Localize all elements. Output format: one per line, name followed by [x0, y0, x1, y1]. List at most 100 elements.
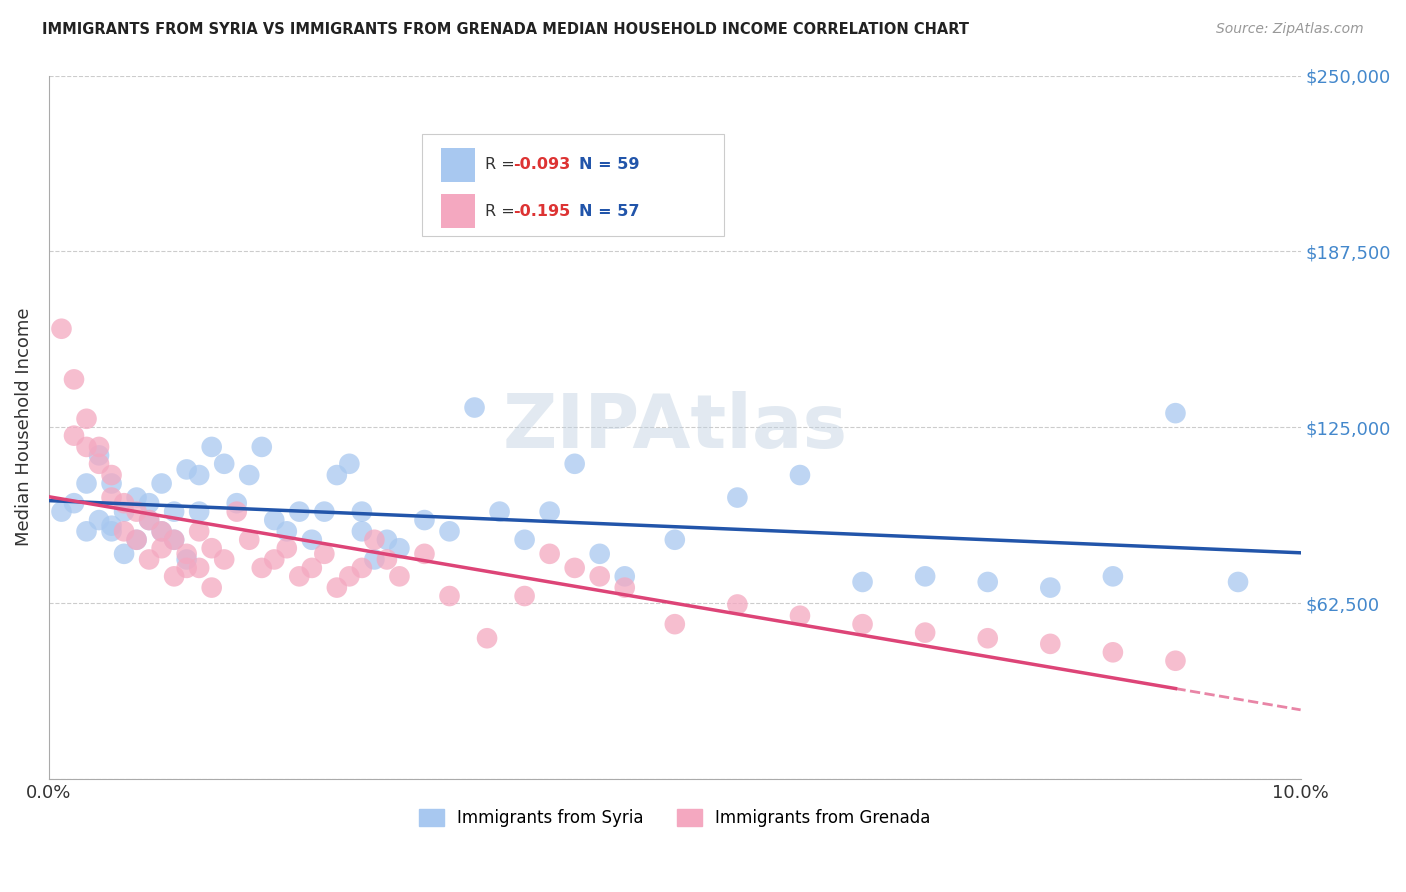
Point: [538, 505, 561, 519]
Point: [513, 589, 536, 603]
Point: [138, 496, 160, 510]
Point: [977, 574, 1000, 589]
Point: [163, 569, 186, 583]
Point: [87, 513, 110, 527]
Point: [413, 547, 436, 561]
Point: [125, 491, 148, 505]
Point: [337, 457, 360, 471]
Point: [112, 524, 135, 539]
Point: [212, 457, 235, 471]
Point: [112, 496, 135, 510]
Legend: Immigrants from Syria, Immigrants from Grenada: Immigrants from Syria, Immigrants from G…: [412, 803, 938, 834]
Point: [664, 533, 686, 547]
Point: [326, 581, 349, 595]
Point: [725, 598, 748, 612]
Point: [125, 505, 148, 519]
Point: [163, 505, 186, 519]
Point: [176, 561, 198, 575]
Text: N = 59: N = 59: [579, 157, 640, 172]
Point: [564, 457, 586, 471]
Point: [225, 496, 247, 510]
Point: [725, 491, 748, 505]
Point: [112, 547, 135, 561]
Point: [664, 617, 686, 632]
Point: [851, 574, 873, 589]
Point: [350, 524, 373, 539]
Point: [314, 505, 336, 519]
Text: R =: R =: [485, 204, 520, 219]
Point: [564, 561, 586, 575]
Point: [375, 533, 398, 547]
Point: [350, 561, 373, 575]
Point: [276, 541, 298, 556]
Point: [1039, 581, 1062, 595]
Point: [363, 533, 385, 547]
Point: [1164, 406, 1187, 420]
Point: [464, 401, 486, 415]
Point: [188, 561, 211, 575]
Point: [176, 552, 198, 566]
Point: [87, 457, 110, 471]
Point: [212, 552, 235, 566]
Point: [63, 496, 86, 510]
Point: [138, 513, 160, 527]
Point: [263, 552, 285, 566]
Point: [163, 533, 186, 547]
Point: [301, 561, 323, 575]
Point: [150, 541, 173, 556]
Point: [250, 561, 273, 575]
Text: -0.195: -0.195: [513, 204, 571, 219]
Point: [76, 476, 98, 491]
Point: [1039, 637, 1062, 651]
Point: [475, 632, 498, 646]
Point: [439, 524, 461, 539]
Point: [100, 524, 122, 539]
Point: [513, 533, 536, 547]
Point: [87, 448, 110, 462]
Point: [150, 524, 173, 539]
Point: [914, 625, 936, 640]
Point: [301, 533, 323, 547]
Point: [138, 552, 160, 566]
Point: [613, 569, 636, 583]
Point: [76, 440, 98, 454]
Point: [76, 524, 98, 539]
Point: [288, 505, 311, 519]
Point: [188, 524, 211, 539]
Point: [439, 589, 461, 603]
Point: [63, 428, 86, 442]
Point: [188, 505, 211, 519]
Point: [250, 440, 273, 454]
Point: [1102, 569, 1125, 583]
Point: [225, 505, 247, 519]
Text: IMMIGRANTS FROM SYRIA VS IMMIGRANTS FROM GRENADA MEDIAN HOUSEHOLD INCOME CORRELA: IMMIGRANTS FROM SYRIA VS IMMIGRANTS FROM…: [42, 22, 969, 37]
Point: [238, 468, 260, 483]
Point: [188, 468, 211, 483]
Point: [337, 569, 360, 583]
Point: [488, 505, 510, 519]
Point: [413, 513, 436, 527]
Point: [326, 468, 349, 483]
Text: ZIPAtlas: ZIPAtlas: [502, 391, 848, 464]
Point: [112, 505, 135, 519]
Text: N = 57: N = 57: [579, 204, 640, 219]
Point: [63, 372, 86, 386]
Point: [87, 440, 110, 454]
Point: [1227, 574, 1250, 589]
Point: [789, 608, 811, 623]
Point: [100, 518, 122, 533]
Text: Source: ZipAtlas.com: Source: ZipAtlas.com: [1216, 22, 1364, 37]
Point: [100, 476, 122, 491]
Point: [375, 552, 398, 566]
Point: [363, 552, 385, 566]
Point: [201, 541, 224, 556]
Point: [163, 533, 186, 547]
Text: -0.093: -0.093: [513, 157, 571, 172]
Point: [100, 468, 122, 483]
Point: [613, 581, 636, 595]
Point: [1164, 654, 1187, 668]
Point: [138, 513, 160, 527]
Point: [125, 533, 148, 547]
Point: [288, 569, 311, 583]
Point: [388, 541, 411, 556]
